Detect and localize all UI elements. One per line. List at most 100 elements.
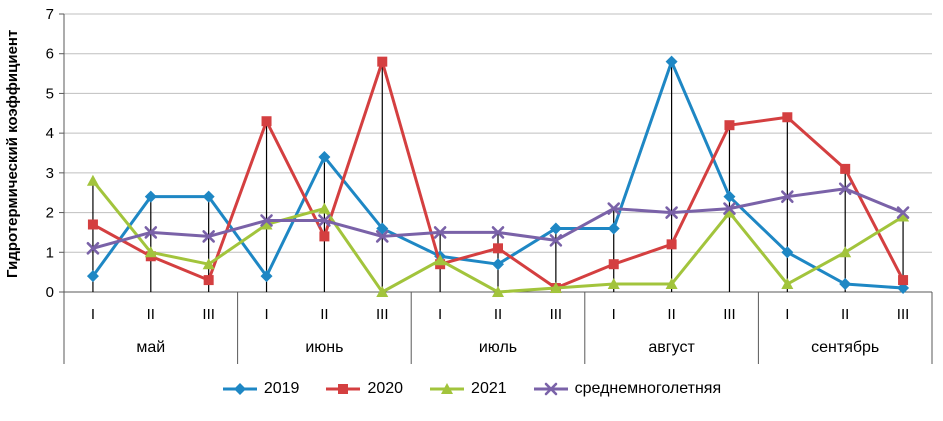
marker-diamond [665,55,678,68]
marker-triangle [781,278,794,290]
marker-square [261,116,272,127]
marker-triangle [607,278,620,290]
marker-diamond [260,270,273,283]
decade-label: II [147,306,155,323]
decade-label: I [438,306,442,323]
decade-label: II [667,306,675,323]
decade-label: III [723,306,736,323]
marker-x [838,182,852,196]
legend-marker-x [533,382,568,396]
marker-x [665,206,678,219]
marker-square [724,120,735,131]
decade-label: I [785,306,789,323]
marker-triangle [723,206,736,218]
marker-x [491,226,505,239]
marker-triangle [144,246,157,258]
marker-x [896,206,910,219]
marker-diamond [318,150,331,163]
marker-square [898,275,909,286]
marker-diamond [202,190,215,203]
marker-square [666,239,677,250]
marker-diamond [839,278,852,291]
marker-square [608,259,619,270]
y-tick-label: 0 [46,284,54,301]
legend-label: среднемноголетняя [574,380,722,397]
marker-square [338,384,349,394]
marker-x [723,202,736,215]
marker-x [607,202,621,215]
series-2019 [86,55,910,295]
decade-label: III [376,306,389,323]
marker-triangle [86,174,99,186]
decade-label: II [841,306,849,323]
marker-x [318,214,331,227]
marker-triangle [318,202,331,214]
y-tick-label: 7 [46,6,54,23]
y-tick-label: 5 [46,85,54,102]
decade-label: I [91,306,95,323]
legend-item-среднемноголетняя: среднемноголетняя [533,380,721,398]
y-tick-label: 1 [46,244,54,261]
legend-marker-square [326,384,361,394]
marker-x [144,226,158,239]
y-tick-label: 6 [46,46,54,63]
marker-triangle [549,282,562,294]
decade-label: III [202,306,215,323]
marker-triangle [839,246,852,258]
marker-diamond [607,222,620,235]
marker-triangle [376,286,389,297]
decade-label: I [264,306,268,323]
legend-marker-diamond [222,383,257,395]
marker-triangle [897,210,910,222]
marker-x [86,242,100,255]
legend-label: 2021 [471,380,507,397]
decade-label: I [612,306,616,323]
legend-item-2019: 2019 [222,380,300,398]
marker-triangle [202,258,215,270]
legend-marker-triangle [430,383,465,394]
series-среднемноголетняя [86,182,910,255]
marker-diamond [144,190,157,203]
marker-triangle [492,286,504,297]
legend-label: 2019 [263,380,300,397]
decade-label: II [494,306,502,323]
marker-square [840,163,851,174]
marker-triangle [665,278,678,290]
decade-label: III [550,306,563,323]
marker-triangle [260,218,273,230]
y-tick-label: 4 [46,125,54,142]
month-label: июнь [305,339,343,356]
decade-label: III [897,306,910,323]
marker-x [202,230,215,243]
marker-diamond [492,258,504,271]
marker-square [782,112,793,123]
marker-x [549,234,563,247]
marker-diamond [781,246,794,259]
month-label: июль [479,339,517,356]
legend-item-2021: 2021 [429,380,507,398]
series-2021 [86,174,910,297]
marker-square [493,243,503,254]
decade-label: II [320,306,328,323]
marker-x [544,382,557,396]
marker-square [203,275,214,286]
month-label: май [136,339,165,356]
marker-x [375,230,389,243]
month-label: август [648,339,695,356]
marker-diamond [376,222,389,235]
marker-diamond [723,190,736,203]
marker-x [433,226,447,239]
y-tick-label: 2 [46,205,54,222]
marker-x [260,214,273,227]
marker-triangle [434,254,447,266]
legend-label: 2020 [367,380,404,397]
marker-diamond [233,383,246,395]
marker-x [781,190,794,203]
legend-item-2020: 2020 [325,380,403,398]
marker-diamond [86,270,99,283]
month-label: сентябрь [811,339,879,356]
marker-square [377,56,388,67]
marker-square [319,231,330,242]
marker-square [87,219,98,230]
